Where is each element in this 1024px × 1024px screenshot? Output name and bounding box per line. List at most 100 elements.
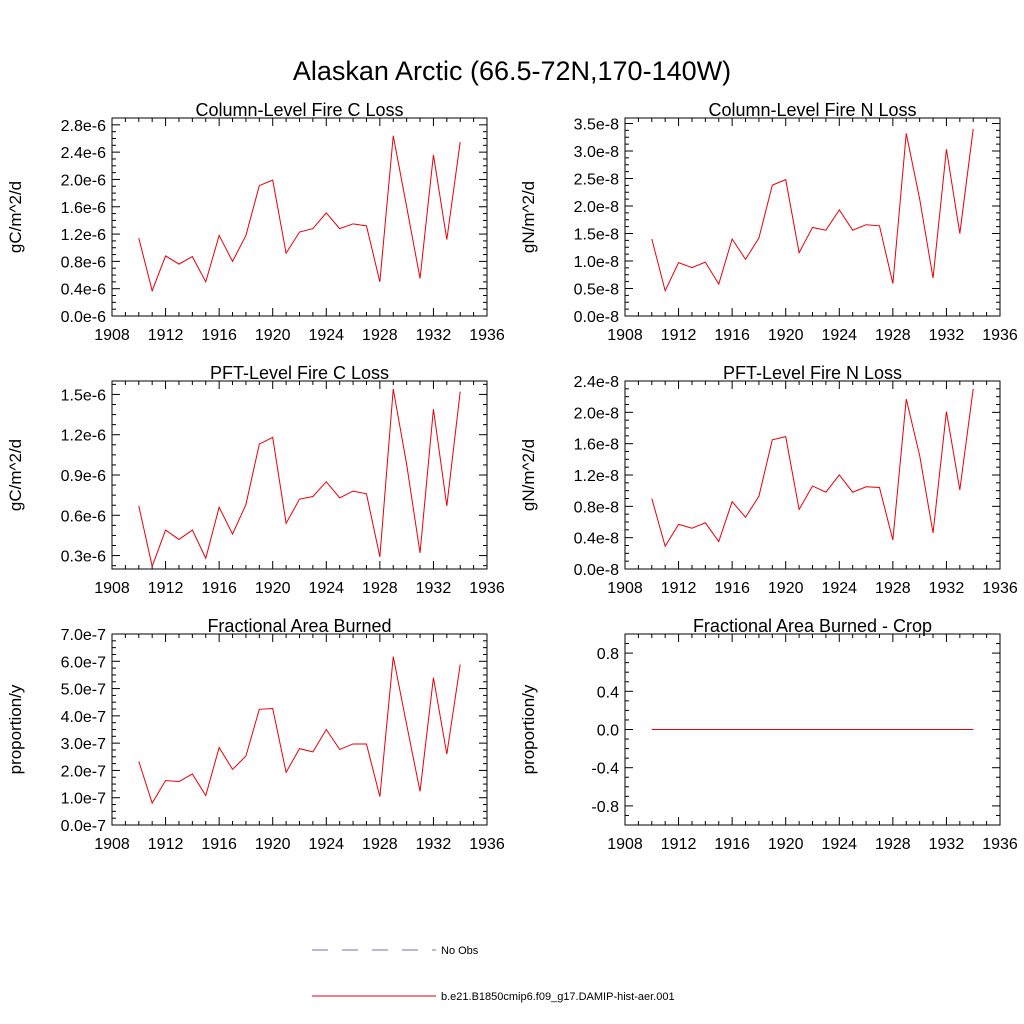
panels: Column-Level Fire C Loss 1908 1912 1916 1920… xyxy=(6,100,1018,853)
y-tick-label: 2.4e-8 xyxy=(574,374,619,391)
panel-title: PFT-Level Fire C Loss xyxy=(210,363,389,383)
y-tick-label: 0.0e-6 xyxy=(61,309,106,326)
x-tick-label: 1912 xyxy=(661,836,697,853)
y-tick-label: 4.0e-7 xyxy=(61,709,106,726)
x-tick-label: 1936 xyxy=(982,327,1018,344)
x-tick-label: 1924 xyxy=(308,580,344,597)
y-tick-label: 2.0e-8 xyxy=(574,199,619,216)
y-tick-label: 1.6e-8 xyxy=(574,437,619,454)
legend-label: b.e21.B1850cmip6.f09_g17.DAMIP-hist-aer.… xyxy=(441,991,675,1003)
x-tick-label: 1920 xyxy=(768,836,804,853)
y-tick-label: 6.0e-7 xyxy=(61,654,106,671)
y-tick-label: 0.9e-6 xyxy=(61,468,106,485)
x-tick-label: 1912 xyxy=(148,836,184,853)
y-tick-label: 3.5e-8 xyxy=(574,117,619,134)
y-tick-label: 0.4e-6 xyxy=(61,282,106,299)
chart-panel-6: Fractional Area Burned - Crop 1908 1912 191… xyxy=(519,616,1018,853)
x-tick-label: 1932 xyxy=(416,836,452,853)
x-tick-label: 1932 xyxy=(929,580,965,597)
series-line xyxy=(651,128,974,293)
y-tick-label: 0.6e-6 xyxy=(61,508,106,525)
y-tick-label: 0.0e-8 xyxy=(574,309,619,326)
plot-frame xyxy=(624,380,1001,570)
x-tick-label: 1928 xyxy=(362,327,398,344)
x-tick-label: 1908 xyxy=(94,580,130,597)
x-tick-label: 1920 xyxy=(768,580,804,597)
plot-frame xyxy=(111,380,488,570)
x-tick-label: 1916 xyxy=(714,836,750,853)
x-tick-label: 1932 xyxy=(929,836,965,853)
panel-title: PFT-Level Fire N Loss xyxy=(723,363,902,383)
x-tick-label: 1912 xyxy=(148,580,184,597)
panel-title: Column-Level Fire N Loss xyxy=(708,100,916,120)
y-tick-label: 1.2e-8 xyxy=(574,468,619,485)
chart-panel-5: Fractional Area Burned 1908 1912 1916 1920 19… xyxy=(6,616,505,853)
y-axis-label: gC/m^2/d xyxy=(6,439,25,511)
x-tick-label: 1908 xyxy=(607,580,643,597)
x-tick-label: 1916 xyxy=(201,580,237,597)
x-tick-label: 1912 xyxy=(148,327,184,344)
x-tick-label: 1936 xyxy=(469,580,505,597)
x-tick-label: 1928 xyxy=(875,580,911,597)
x-tick-label: 1932 xyxy=(416,327,452,344)
legend-item: b.e21.B1850cmip6.f09_g17.DAMIP-hist-aer.… xyxy=(312,991,675,1003)
y-tick-label: 0.0e-7 xyxy=(61,818,106,835)
y-tick-label: 0.8 xyxy=(597,646,619,663)
y-tick-label: 5.0e-7 xyxy=(61,682,106,699)
y-tick-label: 0.3e-6 xyxy=(61,549,106,566)
y-tick-label: 2.0e-7 xyxy=(61,763,106,780)
x-tick-label: 1924 xyxy=(821,580,857,597)
y-tick-label: 7.0e-7 xyxy=(61,627,106,644)
y-tick-label: -0.8 xyxy=(591,799,619,816)
x-tick-label: 1920 xyxy=(768,327,804,344)
x-tick-label: 1932 xyxy=(929,327,965,344)
legend-label: No Obs xyxy=(441,945,479,957)
figure-title: Alaskan Arctic (66.5-72N,170-140W) xyxy=(293,56,731,86)
x-tick-label: 1916 xyxy=(714,580,750,597)
series-line xyxy=(138,135,461,293)
y-tick-label: 3.0e-8 xyxy=(574,144,619,161)
x-tick-label: 1916 xyxy=(714,327,750,344)
series-line xyxy=(138,388,461,569)
y-axis-label: proportion/y xyxy=(6,684,25,774)
x-tick-label: 1916 xyxy=(201,836,237,853)
chart-panel-1: Column-Level Fire C Loss 1908 1912 1916 1920… xyxy=(6,100,505,344)
y-axis-label: proportion/y xyxy=(519,684,538,774)
y-tick-label: 1.2e-6 xyxy=(61,428,106,445)
y-tick-label: 1.2e-6 xyxy=(61,227,106,244)
x-tick-label: 1928 xyxy=(875,327,911,344)
x-tick-label: 1924 xyxy=(308,327,344,344)
x-tick-label: 1920 xyxy=(255,580,291,597)
x-tick-label: 1908 xyxy=(94,836,130,853)
y-tick-label: 0.8e-6 xyxy=(61,254,106,271)
legend: No Obs b.e21.B1850cmip6.f09_g17.DAMIP-his… xyxy=(312,945,675,1003)
x-tick-label: 1936 xyxy=(469,327,505,344)
x-tick-label: 1924 xyxy=(821,327,857,344)
y-tick-label: 0.8e-8 xyxy=(574,499,619,516)
plot-frame xyxy=(624,117,1001,317)
y-tick-label: 1.6e-6 xyxy=(61,200,106,217)
y-tick-label: 0.4 xyxy=(597,684,619,701)
y-tick-label: 1.0e-7 xyxy=(61,791,106,808)
x-tick-label: 1928 xyxy=(362,836,398,853)
y-tick-label: 3.0e-7 xyxy=(61,736,106,753)
x-tick-label: 1924 xyxy=(308,836,344,853)
panel-title: Column-Level Fire C Loss xyxy=(195,100,403,120)
legend-item: No Obs xyxy=(312,945,479,957)
y-tick-label: 2.4e-6 xyxy=(61,145,106,162)
y-tick-label: 0.4e-8 xyxy=(574,531,619,548)
plot-frame xyxy=(111,117,488,317)
y-tick-label: 2.5e-8 xyxy=(574,172,619,189)
x-tick-label: 1928 xyxy=(875,836,911,853)
y-tick-label: 2.8e-6 xyxy=(61,118,106,135)
x-tick-label: 1908 xyxy=(607,327,643,344)
x-tick-label: 1908 xyxy=(94,327,130,344)
chart-panel-4: PFT-Level Fire N Loss 1908 1912 1916 1920 192… xyxy=(519,363,1018,597)
x-tick-label: 1920 xyxy=(255,327,291,344)
x-tick-label: 1912 xyxy=(661,580,697,597)
x-tick-label: 1936 xyxy=(469,836,505,853)
chart-panel-3: PFT-Level Fire C Loss 1908 1912 1916 1920 192… xyxy=(6,363,505,597)
y-axis-label: gC/m^2/d xyxy=(6,181,25,253)
y-tick-label: 0.0e-8 xyxy=(574,562,619,579)
